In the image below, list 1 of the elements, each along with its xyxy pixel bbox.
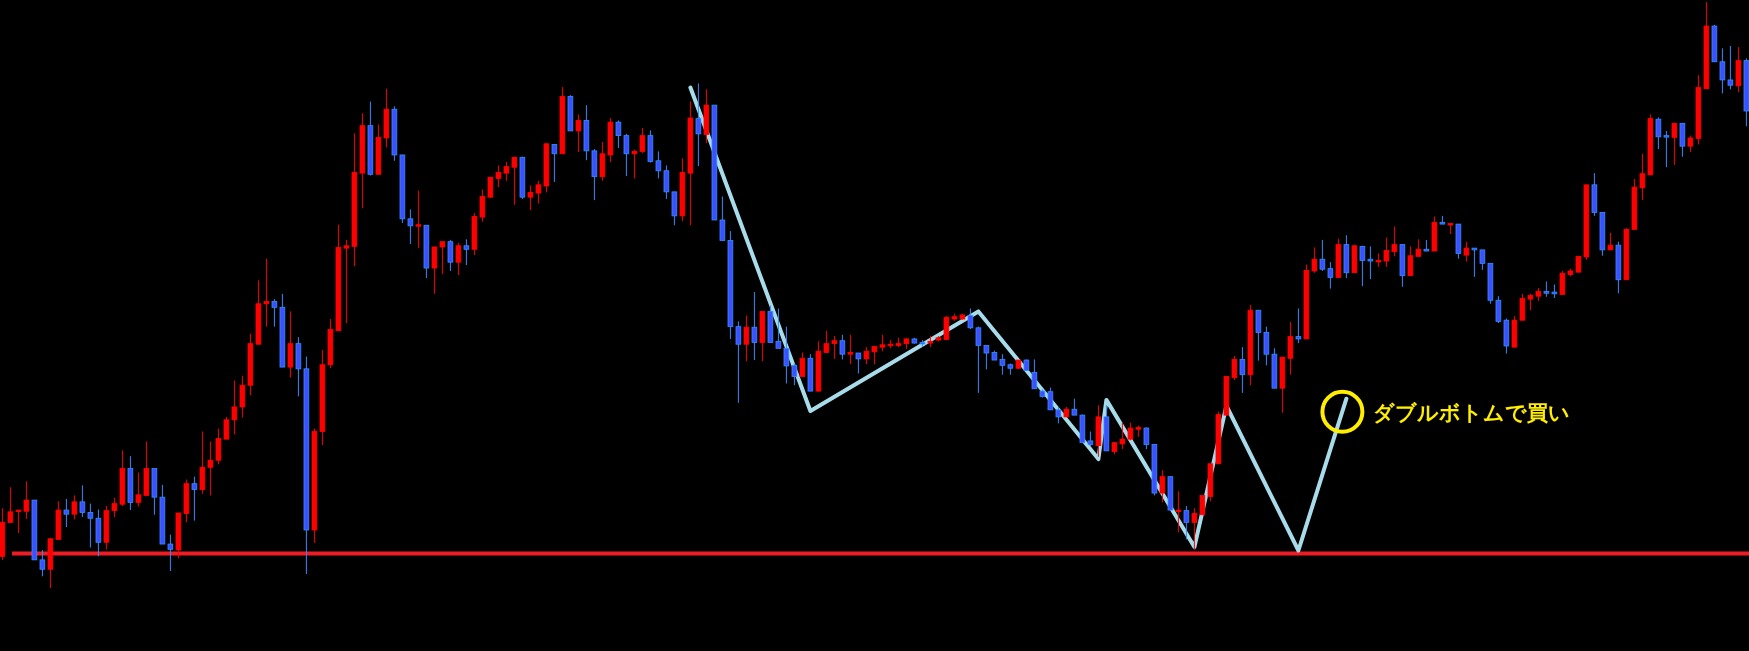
annotation: ダブルボトムで買い (1373, 400, 1571, 425)
